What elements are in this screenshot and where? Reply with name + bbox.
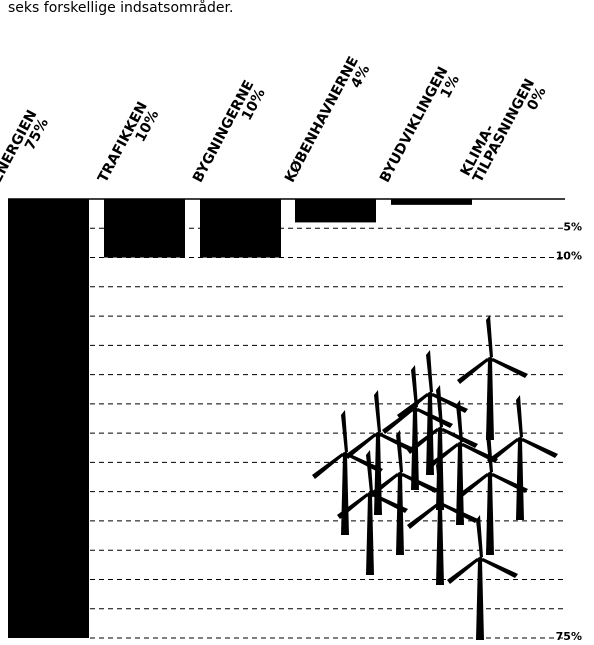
x-tick-label: BYUDVIKLINGEN bbox=[377, 64, 451, 185]
bar bbox=[104, 199, 185, 258]
bar bbox=[295, 199, 376, 223]
wind-turbines bbox=[312, 315, 558, 640]
bar bbox=[8, 199, 89, 638]
turbine bbox=[447, 515, 518, 640]
bar bbox=[391, 199, 472, 205]
y-tick-label: 75% bbox=[556, 630, 582, 643]
y-tick-label: 10% bbox=[556, 250, 582, 263]
x-tick-label: KØBENHAVNERNE bbox=[282, 54, 362, 185]
turbine bbox=[487, 395, 558, 520]
bar bbox=[200, 199, 281, 258]
x-tick-label: BYGNINGERNE bbox=[190, 78, 257, 186]
y-tick-label: 5% bbox=[563, 220, 582, 233]
turbine bbox=[345, 390, 416, 515]
turbine bbox=[457, 315, 528, 440]
intro-text: seks forskellige indsatsområder. bbox=[8, 0, 233, 16]
